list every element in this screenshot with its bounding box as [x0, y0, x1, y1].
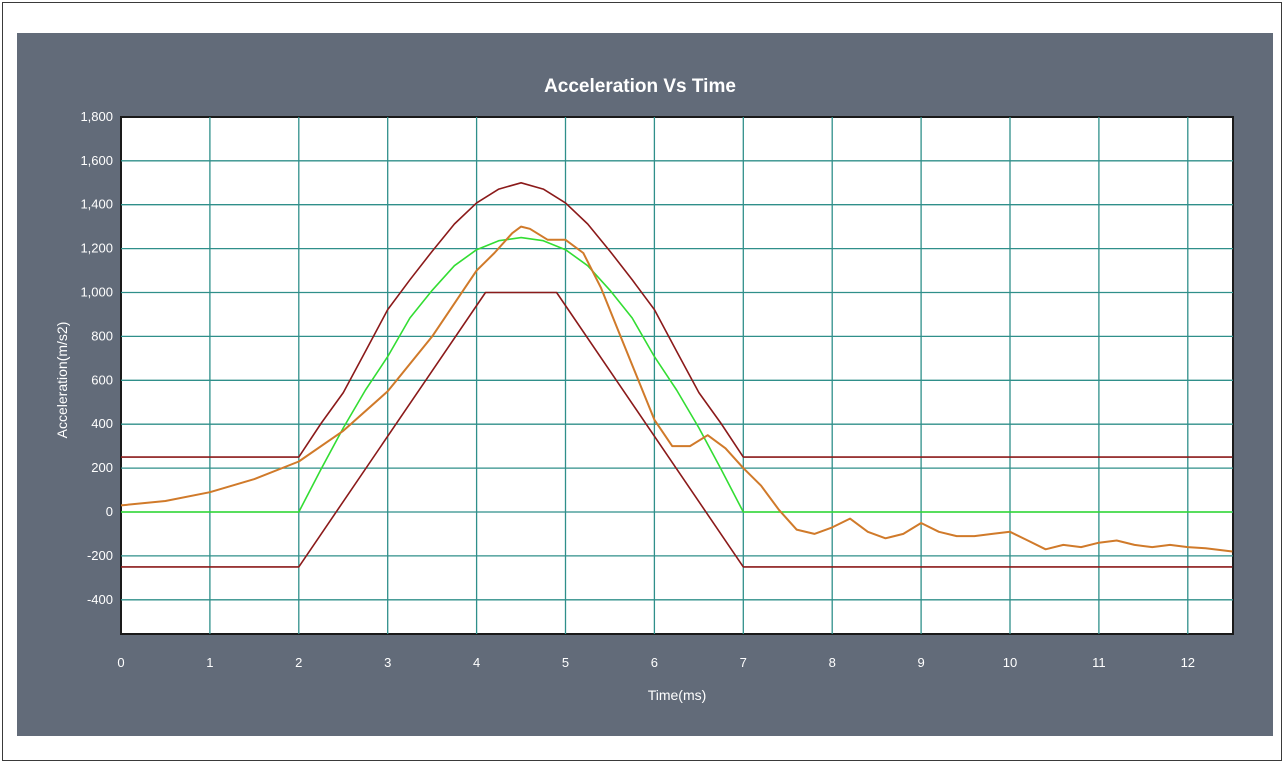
x-tick-labels: 0 1 2 3 4 5 6 7 8 9 10 11 12: [117, 655, 1195, 670]
x-axis-label: Time(ms): [648, 687, 707, 703]
series-line-2: [121, 291, 1233, 568]
y-tick-label-1: 1,600: [80, 153, 113, 168]
y-tick-labels: 1,800 1,600 1,400 1,200 1,000 800 600 400 200 0 -2…: [80, 109, 113, 607]
y-tick-label-3: 1,200: [80, 241, 113, 256]
y-tick-label-4: 1,000: [80, 285, 113, 300]
y-tick-label-8: 200: [91, 460, 113, 475]
x-tick-label-10: 10: [1003, 655, 1017, 670]
y-tick-label-0: 1,800: [80, 109, 113, 124]
y-tick-label-10: -200: [87, 548, 113, 563]
y-tick-label-6: 600: [91, 372, 113, 387]
y-tick-label-5: 800: [91, 328, 113, 343]
series-line-1: [121, 182, 1233, 458]
series-line-3: [121, 236, 1233, 513]
x-tick-label-3: 3: [384, 655, 391, 670]
x-tick-label-9: 9: [917, 655, 924, 670]
x-tick-label-0: 0: [117, 655, 124, 670]
y-tick-label-2: 1,400: [80, 197, 113, 212]
x-tick-label-4: 4: [473, 655, 480, 670]
x-tick-label-1: 1: [206, 655, 213, 670]
series-line-4: [120, 225, 1233, 553]
chart-title: Acceleration Vs Time: [544, 76, 736, 97]
x-tick-label-2: 2: [295, 655, 302, 670]
grid-lines: [121, 117, 1233, 634]
y-tick-label-9: 0: [106, 504, 113, 519]
y-tick-label-11: -400: [87, 592, 113, 607]
series-layer: [120, 182, 1233, 568]
x-tick-label-12: 12: [1181, 655, 1195, 670]
y-tick-label-7: 400: [91, 416, 113, 431]
x-tick-label-5: 5: [562, 655, 569, 670]
chart-panel: Acceleration Vs Time 1,800 1,600 1,400 1,20…: [17, 33, 1273, 736]
x-tick-label-6: 6: [651, 655, 658, 670]
y-axis-label: Acceleration(m/s2): [54, 322, 70, 439]
x-tick-label-8: 8: [829, 655, 836, 670]
x-tick-label-7: 7: [740, 655, 747, 670]
x-tick-label-11: 11: [1092, 655, 1106, 670]
acceleration-chart: Acceleration Vs Time 1,800 1,600 1,400 1,20…: [54, 76, 1234, 703]
